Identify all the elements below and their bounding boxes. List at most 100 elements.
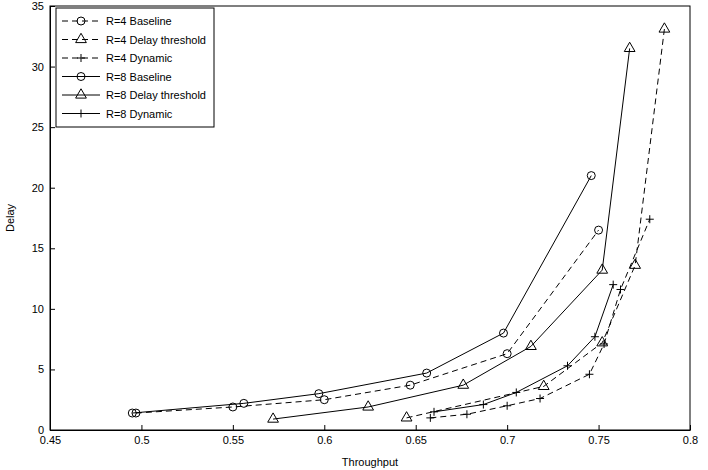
tick: 15 xyxy=(32,242,55,254)
tick: 30 xyxy=(32,61,55,73)
legend-label: R=4 Delay threshold xyxy=(106,34,206,46)
tick-mark xyxy=(416,425,417,430)
legend-label: R=8 Dynamic xyxy=(106,108,173,120)
point-marker xyxy=(538,380,549,389)
tick: 0.8 xyxy=(683,425,698,446)
legend-box xyxy=(56,8,214,127)
tick: 5 xyxy=(38,363,55,375)
tick-mark xyxy=(50,430,55,431)
point-marker xyxy=(587,172,595,180)
tick-mark xyxy=(507,425,508,430)
tick-label: 0.8 xyxy=(683,434,698,446)
point-marker xyxy=(479,401,487,409)
point-marker xyxy=(600,340,608,348)
point-marker xyxy=(463,410,471,418)
tick-mark xyxy=(50,67,55,68)
point-marker xyxy=(646,215,654,223)
point-marker xyxy=(512,388,520,396)
point-marker xyxy=(526,340,537,349)
point-marker xyxy=(406,381,414,389)
tick: 10 xyxy=(32,303,55,315)
legend-label: R=4 Baseline xyxy=(106,15,172,27)
tick-label: 0.7 xyxy=(500,434,515,446)
series-line xyxy=(407,29,665,418)
series-line xyxy=(434,285,613,412)
tick-mark xyxy=(324,425,325,430)
tick-label: 0.75 xyxy=(588,434,609,446)
tick: 0 xyxy=(38,424,55,436)
tick-label: 35 xyxy=(32,0,44,12)
x-axis-title: Throughput xyxy=(342,456,398,468)
point-marker xyxy=(591,333,599,341)
tick-label: 0.5 xyxy=(134,434,149,446)
tick: 0.5 xyxy=(134,425,149,446)
tick-label: 0.65 xyxy=(406,434,427,446)
point-marker xyxy=(426,414,434,422)
tick-mark xyxy=(690,425,691,430)
tick: 0.6 xyxy=(317,425,332,446)
legend-line xyxy=(62,95,100,96)
tick-mark xyxy=(50,369,55,370)
legend-marker xyxy=(76,33,87,42)
tick-label: 30 xyxy=(32,61,44,73)
point-marker xyxy=(128,409,136,417)
legend-marker xyxy=(77,54,85,62)
tick-label: 25 xyxy=(32,121,44,133)
tick: 0.75 xyxy=(588,425,609,446)
point-marker xyxy=(659,23,670,32)
plot-frame xyxy=(50,6,690,430)
tick: 20 xyxy=(32,182,55,194)
legend-line xyxy=(62,76,100,77)
tick: 0.55 xyxy=(223,425,244,446)
legend-marker xyxy=(77,73,85,81)
y-axis: 0 5 10 15 20 25 30 35 xyxy=(32,0,55,436)
tick-mark xyxy=(599,425,600,430)
legend-marker xyxy=(76,89,87,98)
point-marker xyxy=(458,379,469,388)
tick-label: 0.55 xyxy=(223,434,244,446)
tick-label: 0.6 xyxy=(317,434,332,446)
x-axis: 0.450.50.550.60.650.70.750.8 xyxy=(40,425,698,446)
legend-label: R=4 Dynamic xyxy=(106,52,173,64)
legend-marker xyxy=(77,110,85,118)
legend-label: R=8 Baseline xyxy=(106,71,172,83)
point-marker xyxy=(268,413,279,422)
tick-label: 10 xyxy=(32,303,44,315)
tick-mark xyxy=(50,309,55,310)
tick-label: 0 xyxy=(38,424,44,436)
tick: 25 xyxy=(32,121,55,133)
tick-mark xyxy=(50,6,55,7)
tick-label: 20 xyxy=(32,182,44,194)
point-marker xyxy=(595,226,603,234)
tick-mark xyxy=(50,188,55,189)
legend-marker xyxy=(77,17,85,25)
point-marker xyxy=(609,281,617,289)
point-marker xyxy=(503,350,511,358)
point-marker xyxy=(597,264,608,273)
point-marker xyxy=(624,42,635,51)
point-marker xyxy=(430,408,438,416)
point-marker xyxy=(315,390,323,398)
point-marker xyxy=(363,401,374,410)
tick-mark xyxy=(50,248,55,249)
tick-label: 15 xyxy=(32,242,44,254)
legend: R=4 Baseline R=4 Delay threshold R=4 Dynam… xyxy=(56,8,214,127)
y-axis-title: Delay xyxy=(4,203,16,232)
tick: 35 xyxy=(32,0,55,12)
tick: 0.7 xyxy=(500,425,515,446)
point-marker xyxy=(563,362,571,370)
point-marker xyxy=(240,399,248,407)
point-marker xyxy=(423,369,431,377)
series-line xyxy=(430,219,649,418)
point-marker xyxy=(401,412,412,421)
point-marker xyxy=(499,329,507,337)
plot-area: 0.450.50.550.60.650.70.750.8051015202530… xyxy=(32,0,698,446)
chart: 0.450.50.550.60.650.70.750.8051015202530… xyxy=(0,0,708,470)
tick: 0.65 xyxy=(406,425,427,446)
point-marker xyxy=(617,285,625,293)
axis-line xyxy=(50,7,51,431)
point-marker xyxy=(503,402,511,410)
legend-line xyxy=(62,21,100,22)
tick-mark xyxy=(141,425,142,430)
series-line xyxy=(273,48,630,419)
